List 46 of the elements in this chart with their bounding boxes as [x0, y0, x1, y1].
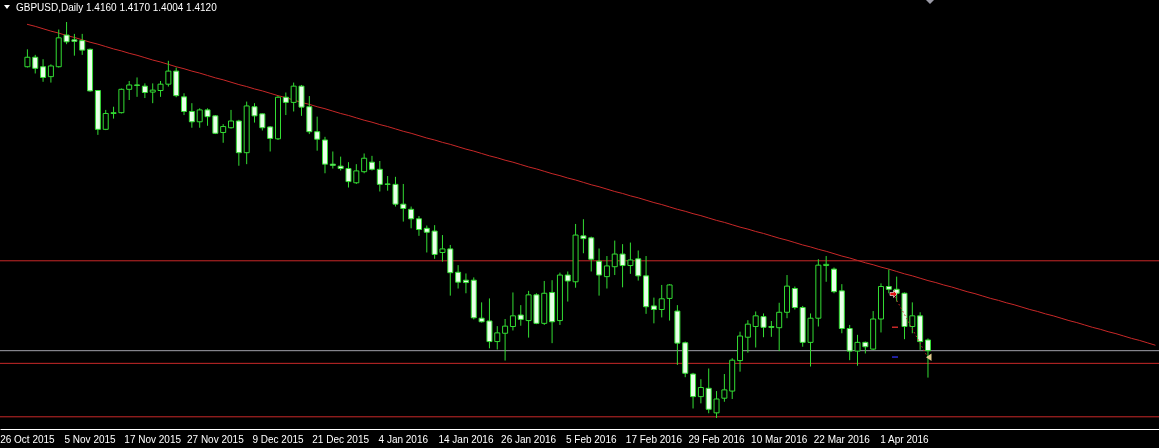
candlestick	[462, 272, 469, 294]
x-tick-label: 10 Mar 2016	[751, 433, 808, 445]
candlestick	[415, 215, 422, 237]
candlestick	[368, 155, 375, 171]
x-tick-label: 5 Feb 2016	[565, 433, 617, 445]
x-tick-label: 1 Apr 2016	[880, 433, 930, 445]
x-tick-label: 17 Feb 2016	[625, 433, 683, 445]
candlestick	[361, 152, 368, 174]
candlestick	[697, 378, 704, 404]
x-tick-label: 9 Dec 2015	[252, 433, 305, 445]
candlestick	[329, 150, 336, 170]
candlestick	[228, 109, 235, 130]
x-tick-label: 4 Jan 2016	[378, 433, 429, 445]
candlestick	[181, 92, 188, 116]
candlestick	[650, 297, 657, 324]
candlestick	[188, 102, 195, 129]
candlestick	[408, 206, 415, 229]
x-tick-label: 26 Oct 2015	[0, 433, 56, 445]
candlestick	[509, 291, 516, 331]
candlestick	[596, 248, 603, 297]
candlestick	[502, 318, 509, 362]
candlestick	[267, 125, 274, 152]
x-tick-label: 21 Dec 2015	[312, 433, 370, 445]
candlestick	[791, 286, 798, 310]
chart-title: GBPUSD,Daily 1.4160 1.4170 1.4004 1.4120	[16, 2, 218, 13]
candlestick	[885, 269, 892, 294]
candlestick	[744, 319, 751, 354]
candlestick	[603, 255, 610, 290]
x-tick-label: 17 Nov 2015	[124, 433, 182, 445]
candlestick	[47, 63, 54, 84]
x-tick-label: 14 Jan 2016	[438, 433, 494, 445]
candlestick	[455, 264, 462, 290]
candlestick	[141, 82, 148, 99]
x-tick-label: 29 Feb 2016	[688, 433, 746, 445]
candlestick	[690, 372, 697, 409]
candlestick	[924, 337, 931, 379]
x-tick-label: 26 Jan 2016	[501, 433, 557, 445]
candlestick	[40, 58, 47, 83]
candlestick	[831, 267, 838, 294]
candlestick	[134, 76, 141, 98]
x-tick-label: 5 Nov 2015	[64, 433, 117, 445]
candlestick	[823, 255, 830, 283]
candlestick	[314, 116, 321, 152]
candlestick	[282, 91, 289, 116]
x-tick-label: 22 Mar 2016	[813, 433, 871, 445]
x-tick-label: 27 Nov 2015	[187, 433, 245, 445]
